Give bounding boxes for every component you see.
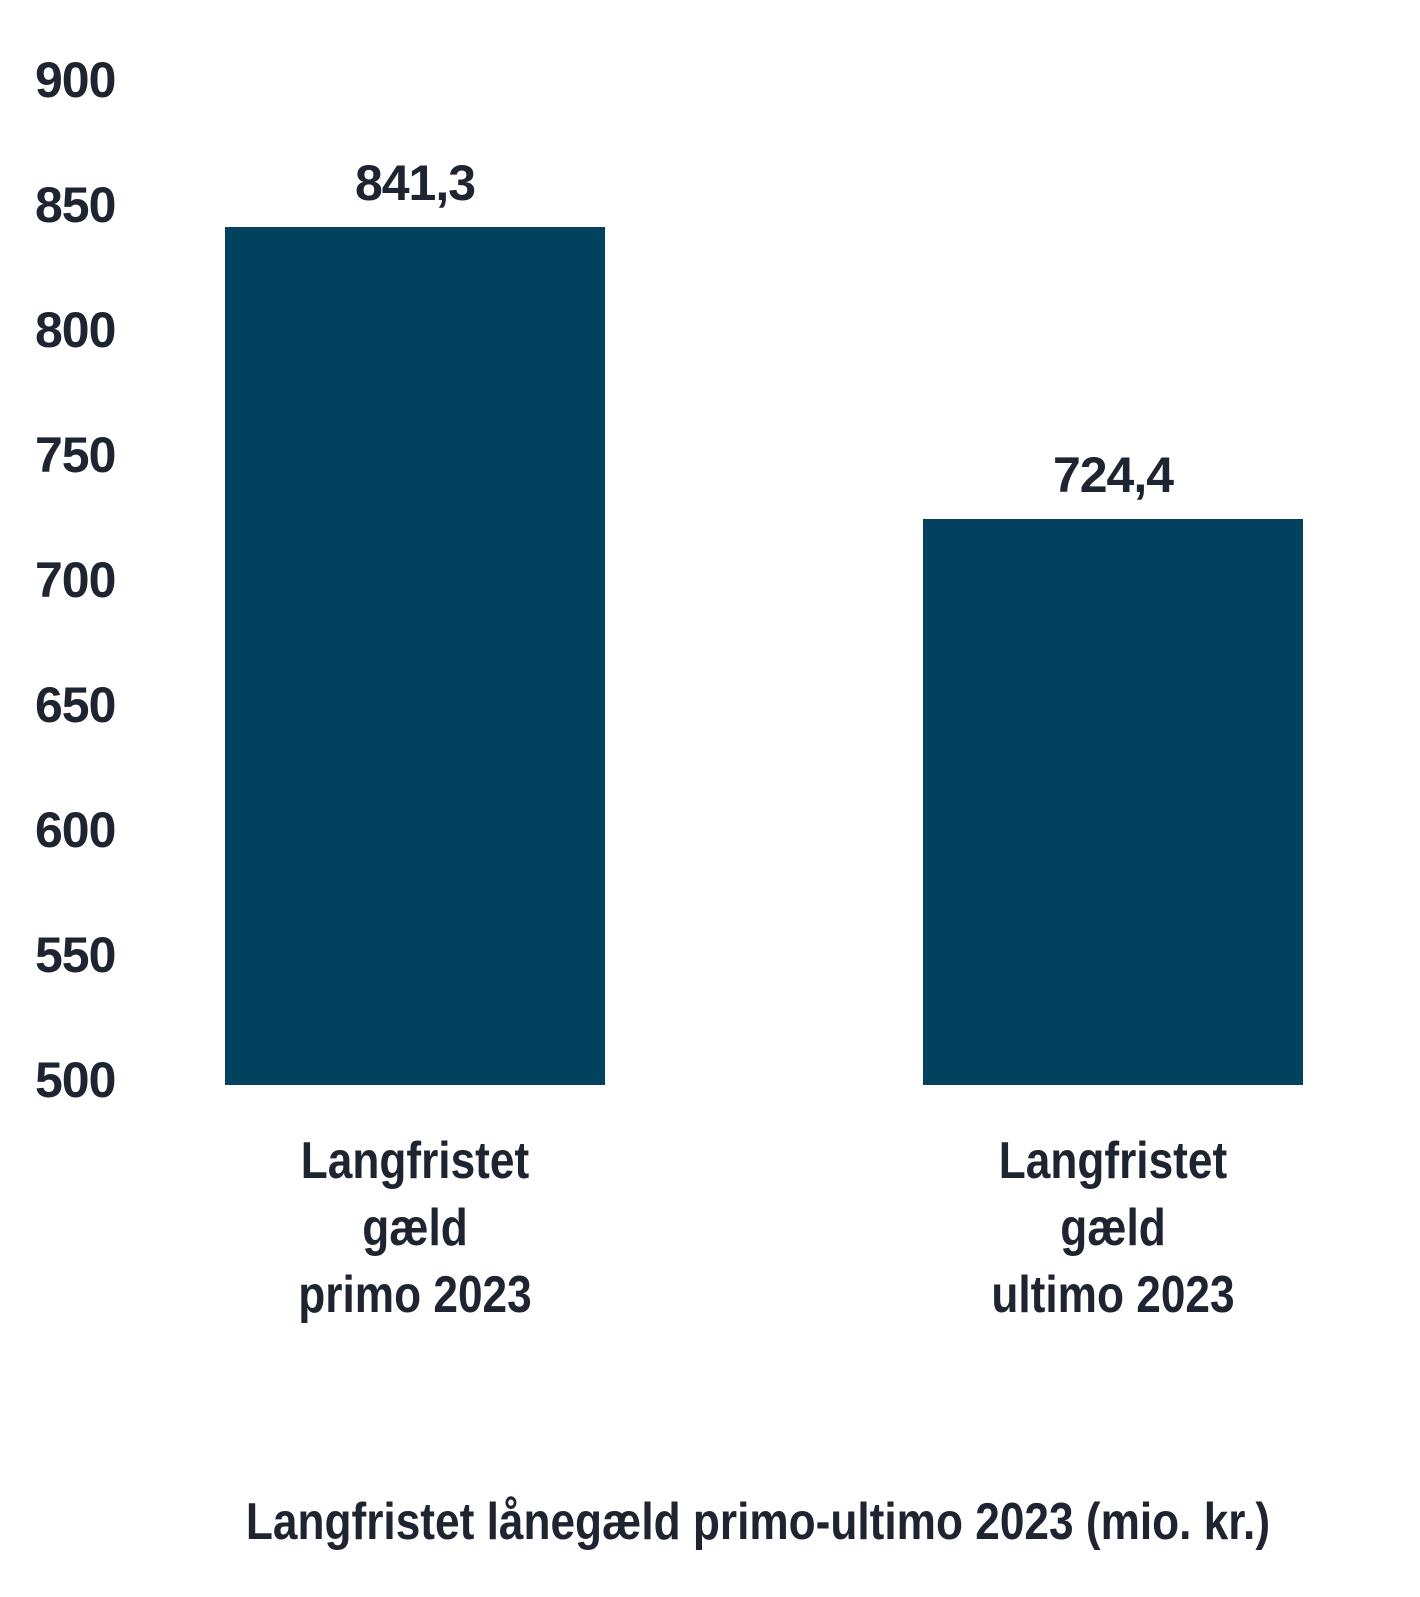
x-category-label-line: primo 2023 — [298, 1266, 532, 1324]
y-tick-label: 700 — [35, 552, 116, 608]
y-tick-label: 850 — [35, 177, 116, 233]
bar-value-label: 841,3 — [354, 154, 476, 211]
y-tick-label: 900 — [35, 52, 116, 108]
x-category-label-line: ultimo 2023 — [991, 1266, 1235, 1324]
x-category-label: Langfristet gæld ultimo 2023 — [952, 1128, 1275, 1329]
chart-title: Langfristet lånegæld primo-ultimo 2023 (… — [245, 1493, 1271, 1551]
y-tick-label: 800 — [35, 302, 116, 358]
x-category-label-line: gæld — [1060, 1199, 1166, 1257]
x-category-label-line: Langfristet — [998, 1132, 1228, 1190]
x-category-label-line: gæld — [362, 1199, 468, 1257]
bar-value-label: 724,4 — [1052, 447, 1174, 503]
bar — [225, 226, 605, 1085]
y-tick-label: 650 — [35, 677, 116, 733]
y-tick-label: 750 — [35, 427, 116, 483]
y-tick-label: 550 — [35, 927, 116, 983]
y-tick-label: 600 — [35, 802, 116, 858]
bar — [923, 519, 1303, 1085]
y-tick-label: 500 — [35, 1052, 116, 1108]
x-category-label: Langfristet gæld primo 2023 — [254, 1128, 577, 1329]
x-category-label-line: Langfristet — [300, 1132, 530, 1190]
